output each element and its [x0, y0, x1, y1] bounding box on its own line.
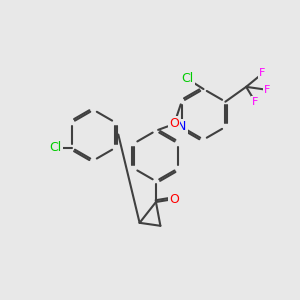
- Text: O: O: [169, 193, 179, 206]
- Text: Cl: Cl: [49, 141, 62, 154]
- Text: N: N: [177, 121, 186, 134]
- Text: O: O: [169, 118, 179, 130]
- Text: F: F: [264, 85, 270, 95]
- Text: F: F: [252, 97, 258, 107]
- Text: Cl: Cl: [181, 72, 193, 85]
- Text: F: F: [259, 68, 266, 79]
